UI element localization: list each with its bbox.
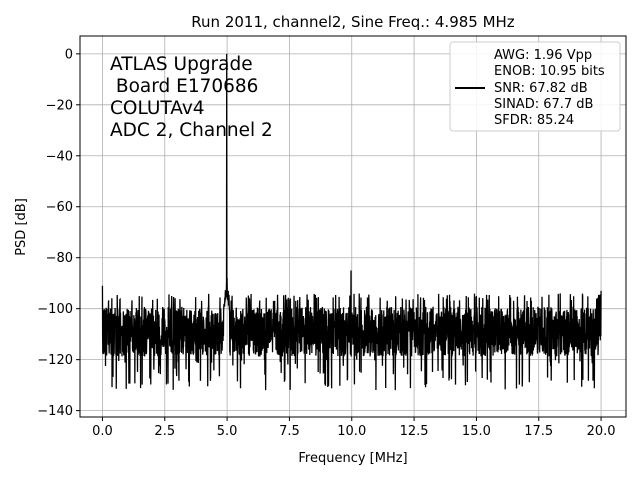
y-tick-label: −20 (46, 98, 73, 113)
plot-frame (79, 35, 627, 418)
y-tick-label: −140 (37, 404, 73, 419)
x-tick-label: 15.0 (462, 424, 491, 439)
x-tick-label: 0.0 (92, 424, 113, 439)
annotation-line-3: COLUTAv4 (110, 98, 205, 119)
x-tick-label: 10.0 (337, 424, 366, 439)
x-tick-label: 17.5 (524, 424, 553, 439)
legend-entry-sfdr: SFDR: 85.24 (494, 113, 574, 128)
legend-entry-sinad: SINAD: 67.7 dB (494, 97, 593, 112)
annotation-line-1: ATLAS Upgrade (110, 54, 253, 75)
legend-entry-snr: SNR: 67.82 dB (494, 81, 588, 96)
legend-entry-awg: AWG: 1.96 Vpp (494, 48, 592, 63)
y-tick-label: −60 (46, 200, 73, 215)
x-axis-ticks: 0.0 2.5 5.0 7.5 10.0 12.5 15.0 17.5 20.0 (92, 417, 616, 439)
x-tick-label: 5.0 (217, 424, 238, 439)
x-tick-label: 2.5 (154, 424, 175, 439)
plot-area (101, 53, 602, 391)
x-tick-label: 7.5 (279, 424, 300, 439)
y-axis-ticks: 0 −20 −40 −60 −80 −100 −120 −140 (37, 47, 80, 419)
y-tick-label: −120 (37, 353, 73, 368)
x-tick-label: 12.5 (400, 424, 429, 439)
legend-box (449, 41, 621, 132)
x-tick-label: 20.0 (587, 424, 616, 439)
y-axis-label: PSD [dB] (14, 198, 29, 256)
y-tick-label: −80 (46, 251, 73, 266)
psd-series-line (101, 53, 602, 391)
y-tick-label: −100 (37, 302, 73, 317)
x-axis-label: Frequency [MHz] (298, 451, 407, 466)
legend-entry-enob: ENOB: 10.95 bits (494, 64, 605, 79)
y-tick-label: 0 (65, 47, 73, 62)
annotation-line-2: Board E170686 (110, 76, 258, 97)
board-annotation: ATLAS Upgrade Board E170686 COLUTAv4 ADC… (110, 54, 273, 141)
chart-title: Run 2011, channel2, Sine Freq.: 4.985 MH… (191, 13, 515, 31)
legend: AWG: 1.96 Vpp ENOB: 10.95 bits SNR: 67.8… (449, 41, 621, 132)
annotation-line-4: ADC 2, Channel 2 (110, 120, 273, 141)
y-tick-label: −40 (46, 149, 73, 164)
